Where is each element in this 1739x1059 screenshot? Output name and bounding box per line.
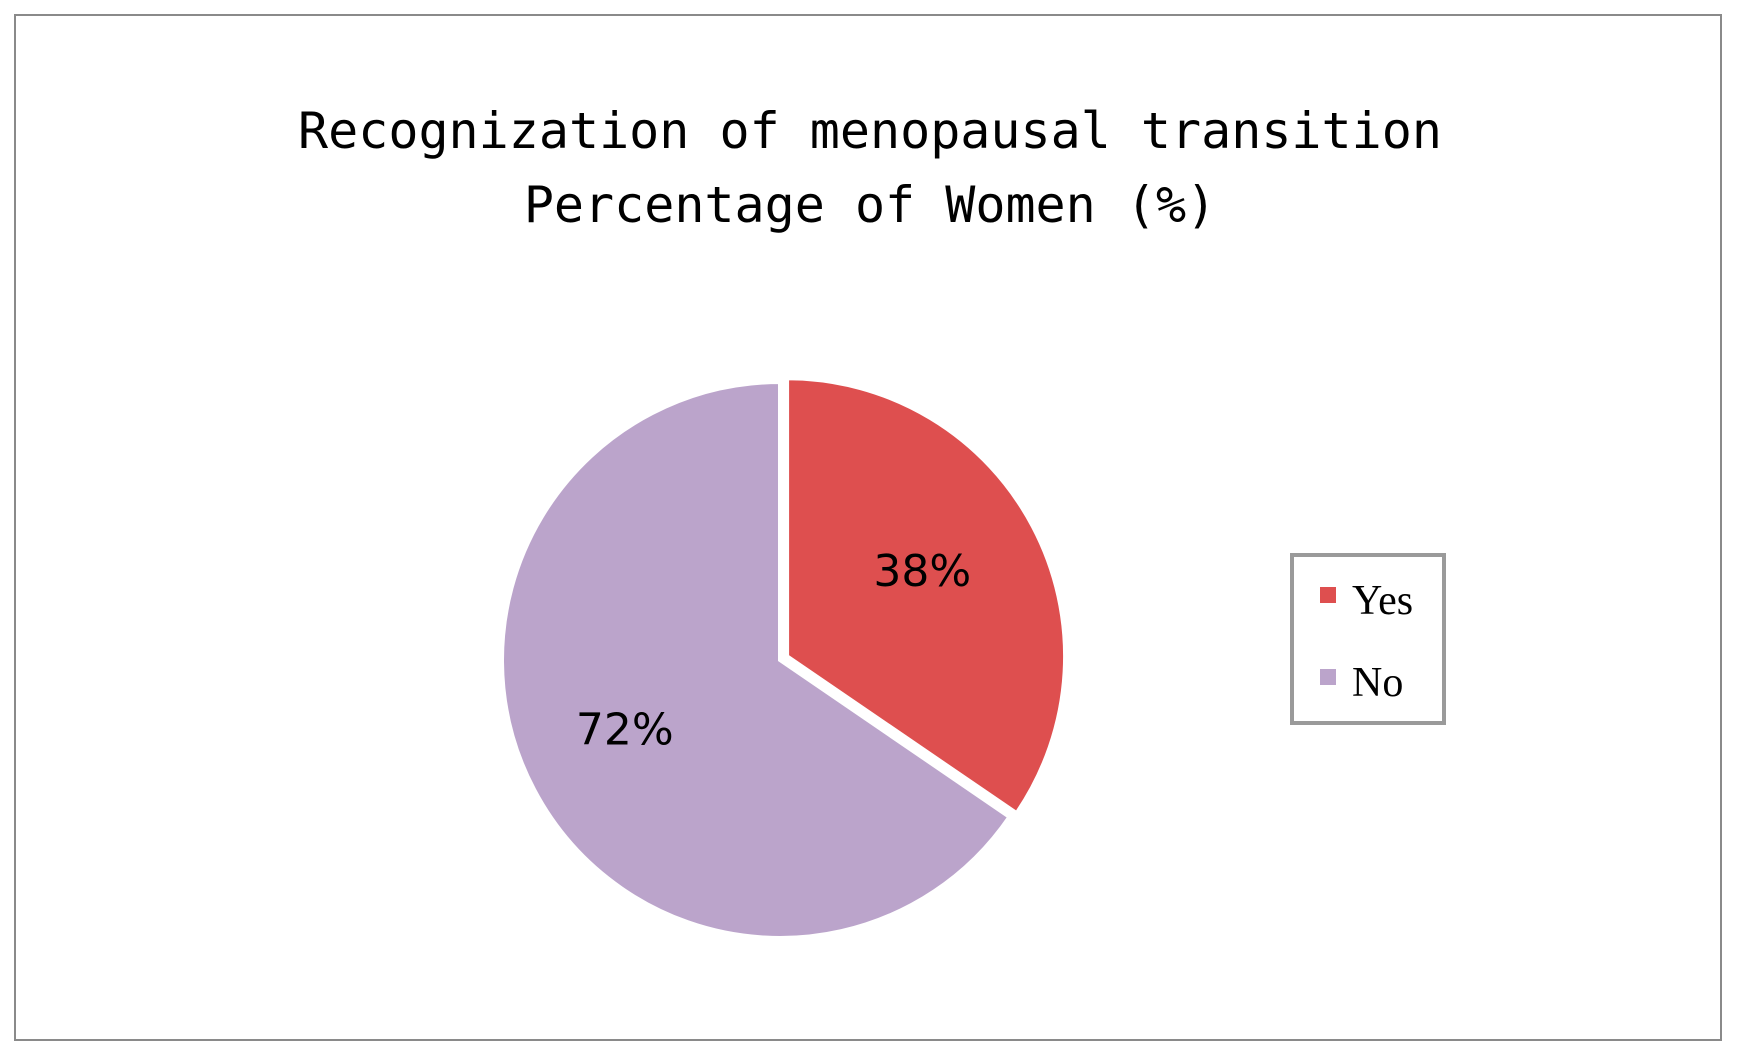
legend-label-no: No — [1352, 660, 1403, 706]
pie-slice-no — [500, 379, 1013, 940]
slice-label-yes: 38% — [873, 546, 971, 597]
legend: Yes No — [1290, 553, 1446, 725]
legend-box — [1290, 553, 1446, 725]
legend-label-yes: Yes — [1352, 578, 1413, 624]
legend-items: Yes No — [1320, 578, 1413, 706]
pie-labels: 38% 72% — [576, 546, 971, 755]
pie-slice-yes — [785, 376, 1068, 816]
legend-swatch-yes — [1320, 587, 1336, 603]
legend-swatch-no — [1320, 669, 1336, 685]
pie-slices — [500, 376, 1068, 940]
slice-label-no: 72% — [576, 704, 674, 755]
chart-title-line-2: Percentage of Women (%) — [524, 176, 1216, 234]
chart-title-line-1: Recognization of menopausal transition — [298, 102, 1442, 160]
